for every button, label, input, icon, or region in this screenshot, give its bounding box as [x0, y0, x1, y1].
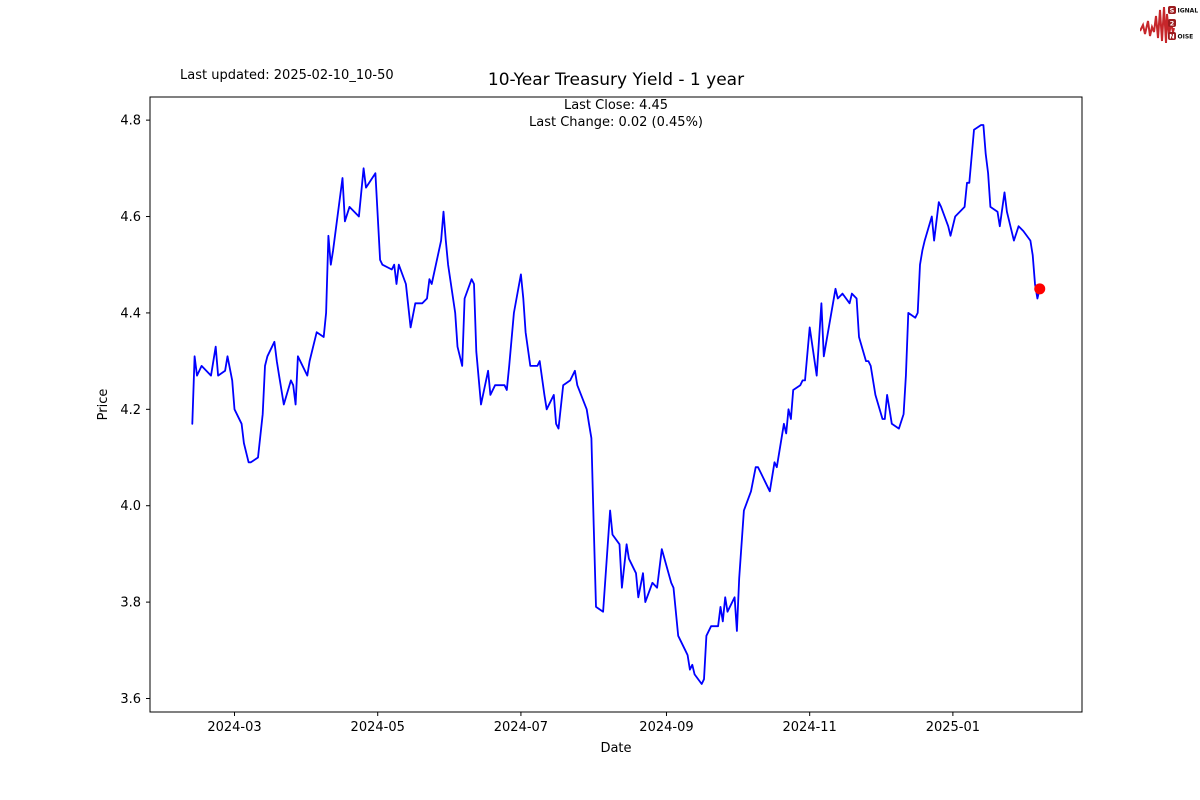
y-tick-label: 4.8 [120, 114, 141, 129]
y-tick-label: 4.4 [120, 306, 141, 321]
chart-title: 10-Year Treasury Yield - 1 year [487, 70, 745, 90]
logo-badge-letter: 2 [1170, 20, 1175, 28]
x-tick-label: 2024-07 [494, 720, 548, 735]
x-tick-label: 2024-09 [639, 720, 693, 735]
y-tick-label: 3.6 [120, 692, 141, 707]
last-updated-text: Last updated: 2025-02-10_10-50 [180, 68, 394, 83]
x-tick-label: 2024-03 [207, 720, 261, 735]
y-tick-label: 4.2 [120, 403, 141, 418]
last-close-marker [1034, 283, 1046, 295]
last-close-text: Last Close: 4.45 [563, 98, 669, 113]
price-line [191, 124, 1041, 685]
logo-text: IGNAL [1178, 8, 1199, 15]
x-tick-label: 2024-05 [351, 720, 405, 735]
last-change-text: Last Change: 0.02 (0.45%) [528, 115, 703, 130]
x-tick-label: 2025-01 [926, 720, 980, 735]
y-axis-label: Price [96, 389, 111, 421]
y-tick-label: 4.6 [120, 210, 141, 225]
plot-border [149, 96, 1083, 713]
logo-badge [1168, 19, 1176, 27]
logo-badge-letter: N [1169, 33, 1174, 41]
y-tick-label: 4.0 [120, 499, 141, 514]
logo-badge [1168, 6, 1176, 14]
logo-badge-letter: S [1170, 7, 1175, 15]
y-tick-label: 3.8 [120, 596, 141, 611]
logo-badge [1168, 32, 1176, 40]
x-axis-label: Date [600, 741, 631, 756]
logo-text: OISE [1178, 34, 1194, 41]
x-tick-label: 2024-11 [783, 720, 837, 735]
